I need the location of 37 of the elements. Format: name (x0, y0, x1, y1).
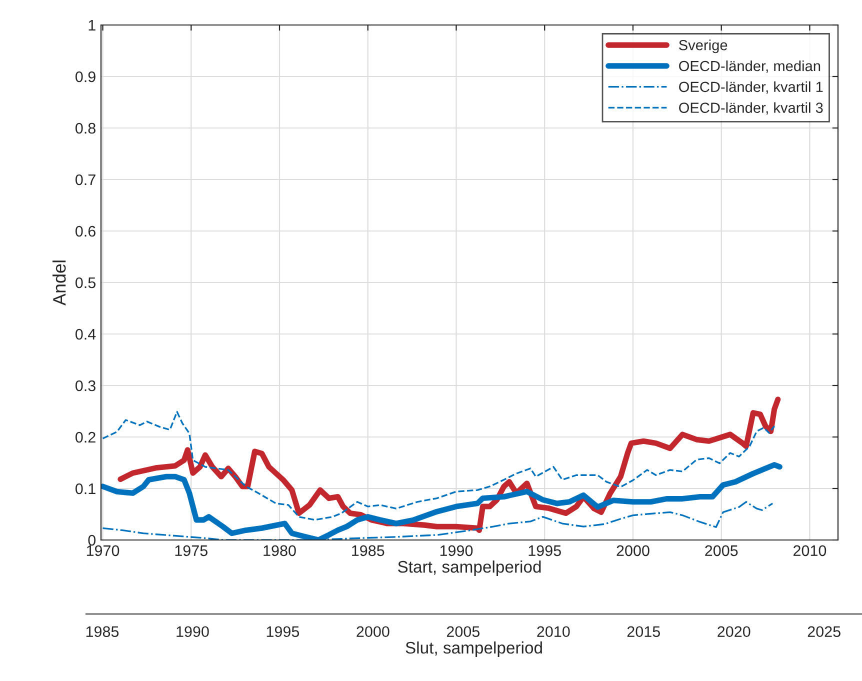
x2-tick-label: 1995 (266, 626, 300, 638)
x-tick-label: 1970 (86, 545, 120, 556)
line-series (102, 410, 776, 521)
x2-axis-title: Slut, sampelperiod (406, 641, 542, 657)
x2-tick-label: 2015 (627, 626, 660, 638)
x-axis-title: Start, sampelperiod (398, 560, 541, 576)
x-tick-label: 2010 (794, 545, 826, 556)
x2-tick-label: 2010 (537, 626, 570, 638)
y-tick-label: 0.1 (76, 483, 96, 494)
y-tick-label: 0.8 (76, 122, 96, 134)
x2-tick-label: 1990 (176, 626, 209, 638)
x2-tick-label: 2025 (808, 626, 840, 638)
legend-label: OECD-länder, kvartil 1 (679, 81, 823, 94)
x2-tick-label: 2020 (718, 626, 750, 638)
legend-label: OECD-länder, median (679, 60, 820, 73)
x-tick-label: 1975 (175, 545, 208, 556)
y-tick-label: 1 (88, 20, 96, 31)
y-tick-label: 0.3 (76, 380, 96, 392)
y-tick-label: 0.5 (76, 277, 96, 288)
legend-label: Sverige (679, 40, 728, 54)
y-tick-label: 0.2 (76, 432, 96, 443)
x2-tick-label: 2000 (356, 626, 390, 638)
x2-tick-label: 2005 (446, 626, 480, 638)
y-axis-title: Andel (52, 260, 66, 306)
y-tick-label: 0.9 (76, 71, 96, 82)
x-tick-label: 1980 (264, 545, 296, 556)
x-tick-label: 2005 (705, 545, 738, 556)
y-tick-label: 0.4 (76, 328, 96, 340)
x-tick-label: 1995 (528, 545, 561, 556)
x-tick-label: 1990 (440, 545, 473, 556)
x-tick-label: 2000 (616, 545, 650, 556)
x2-tick-label: 1985 (86, 626, 119, 638)
y-tick-label: 0.6 (76, 226, 96, 237)
y-tick-label: 0.7 (76, 174, 96, 186)
x-tick-label: 1985 (352, 545, 384, 556)
y-tick-label: 0 (88, 534, 96, 546)
legend-label: OECD-länder, kvartil 3 (679, 102, 823, 115)
